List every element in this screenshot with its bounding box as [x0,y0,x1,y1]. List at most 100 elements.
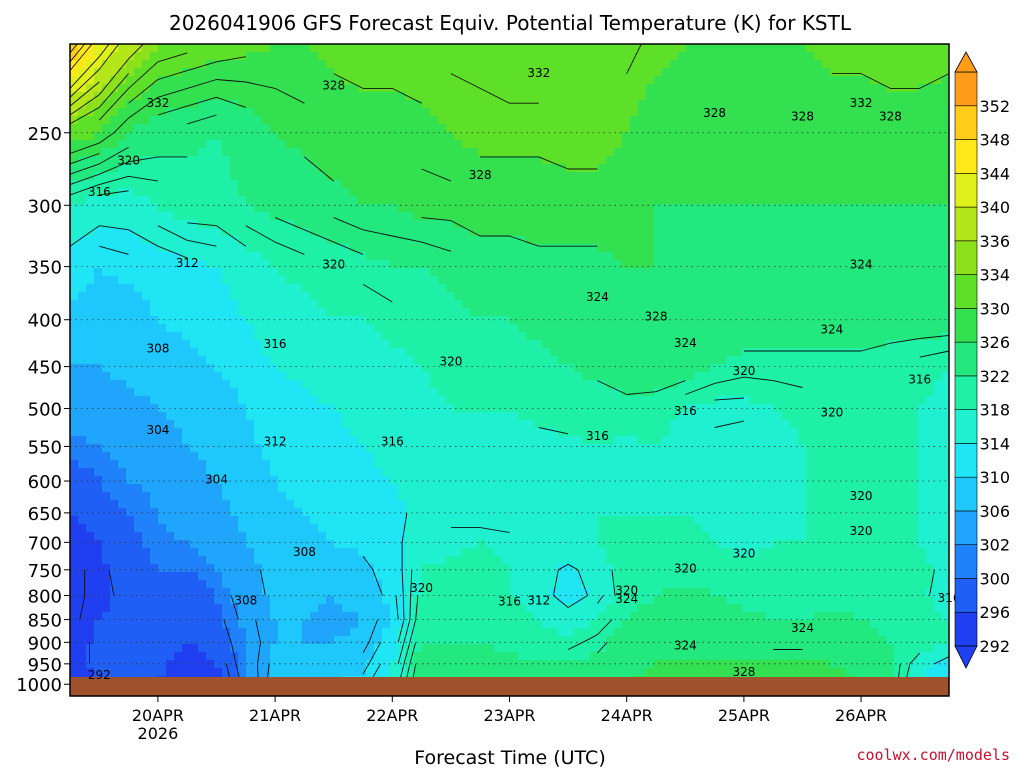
field-cell [710,324,719,333]
field-cell [590,180,599,189]
field-cell [742,252,751,261]
field-cell [142,308,151,317]
field-cell [702,220,711,229]
field-cell [190,244,199,253]
field-cell [790,356,799,365]
field-cell [678,108,687,117]
field-cell [446,220,455,229]
field-cell [86,156,95,165]
field-cell [326,116,335,125]
field-cell [550,172,559,181]
field-cell [774,196,783,205]
field-cell [926,148,935,157]
field-cell [310,52,319,61]
field-cell [654,268,663,277]
field-cell [382,300,391,309]
field-cell [70,172,79,181]
field-cell [350,396,359,405]
field-cell [806,236,815,245]
field-cell [862,60,871,69]
field-cell [430,252,439,261]
field-cell [662,260,671,269]
field-cell [518,116,527,125]
field-cell [126,116,135,125]
field-cell [918,348,927,357]
field-cell [638,212,647,221]
field-cell [766,348,775,357]
field-cell [870,388,879,397]
field-cell [758,308,767,317]
field-cell [126,404,135,413]
field-cell [246,228,255,237]
field-cell [686,212,695,221]
field-cell [470,372,479,381]
field-cell [774,68,783,77]
field-cell [254,396,263,405]
field-cell [350,324,359,333]
field-cell [78,44,87,53]
field-cell [270,252,279,261]
field-cell [222,340,231,349]
field-cell [150,204,159,213]
field-cell [894,324,903,333]
field-cell [278,348,287,357]
field-cell [326,404,335,413]
field-cell [294,196,303,205]
field-cell [70,220,79,229]
field-cell [902,156,911,165]
field-cell [342,100,351,109]
field-cell [654,108,663,117]
field-cell [614,228,623,237]
field-cell [110,60,119,69]
field-cell [374,300,383,309]
field-cell [166,164,175,173]
field-cell [862,236,871,245]
field-cell [406,204,415,213]
field-cell [822,260,831,269]
field-cell [238,356,247,365]
field-cell [118,124,127,133]
field-cell [782,292,791,301]
field-cell [878,52,887,61]
field-cell [614,164,623,173]
field-cell [534,44,543,53]
field-cell [302,180,311,189]
field-cell [470,388,479,397]
field-cell [902,252,911,261]
field-cell [174,108,183,117]
field-cell [814,364,823,373]
field-cell [654,260,663,269]
field-cell [478,284,487,293]
field-cell [526,68,535,77]
field-cell [734,92,743,101]
field-cell [582,292,591,301]
field-cell [590,300,599,309]
field-cell [742,308,751,317]
field-cell [646,324,655,333]
field-cell [686,356,695,365]
field-cell [390,356,399,365]
field-cell [614,44,623,53]
field-cell [102,260,111,269]
field-cell [926,356,935,365]
field-cell [726,108,735,117]
field-cell [886,388,895,397]
field-cell [438,220,447,229]
field-cell [790,180,799,189]
field-cell [462,308,471,317]
field-cell [142,332,151,341]
field-cell [494,388,503,397]
field-cell [534,116,543,125]
field-cell [782,324,791,333]
field-cell [134,236,143,245]
field-cell [942,124,950,133]
field-cell [558,236,567,245]
field-cell [926,252,935,261]
field-cell [342,260,351,269]
field-cell [782,276,791,285]
field-cell [558,132,567,141]
field-cell [670,252,679,261]
field-cell [158,404,167,413]
field-cell [774,284,783,293]
field-cell [782,284,791,293]
